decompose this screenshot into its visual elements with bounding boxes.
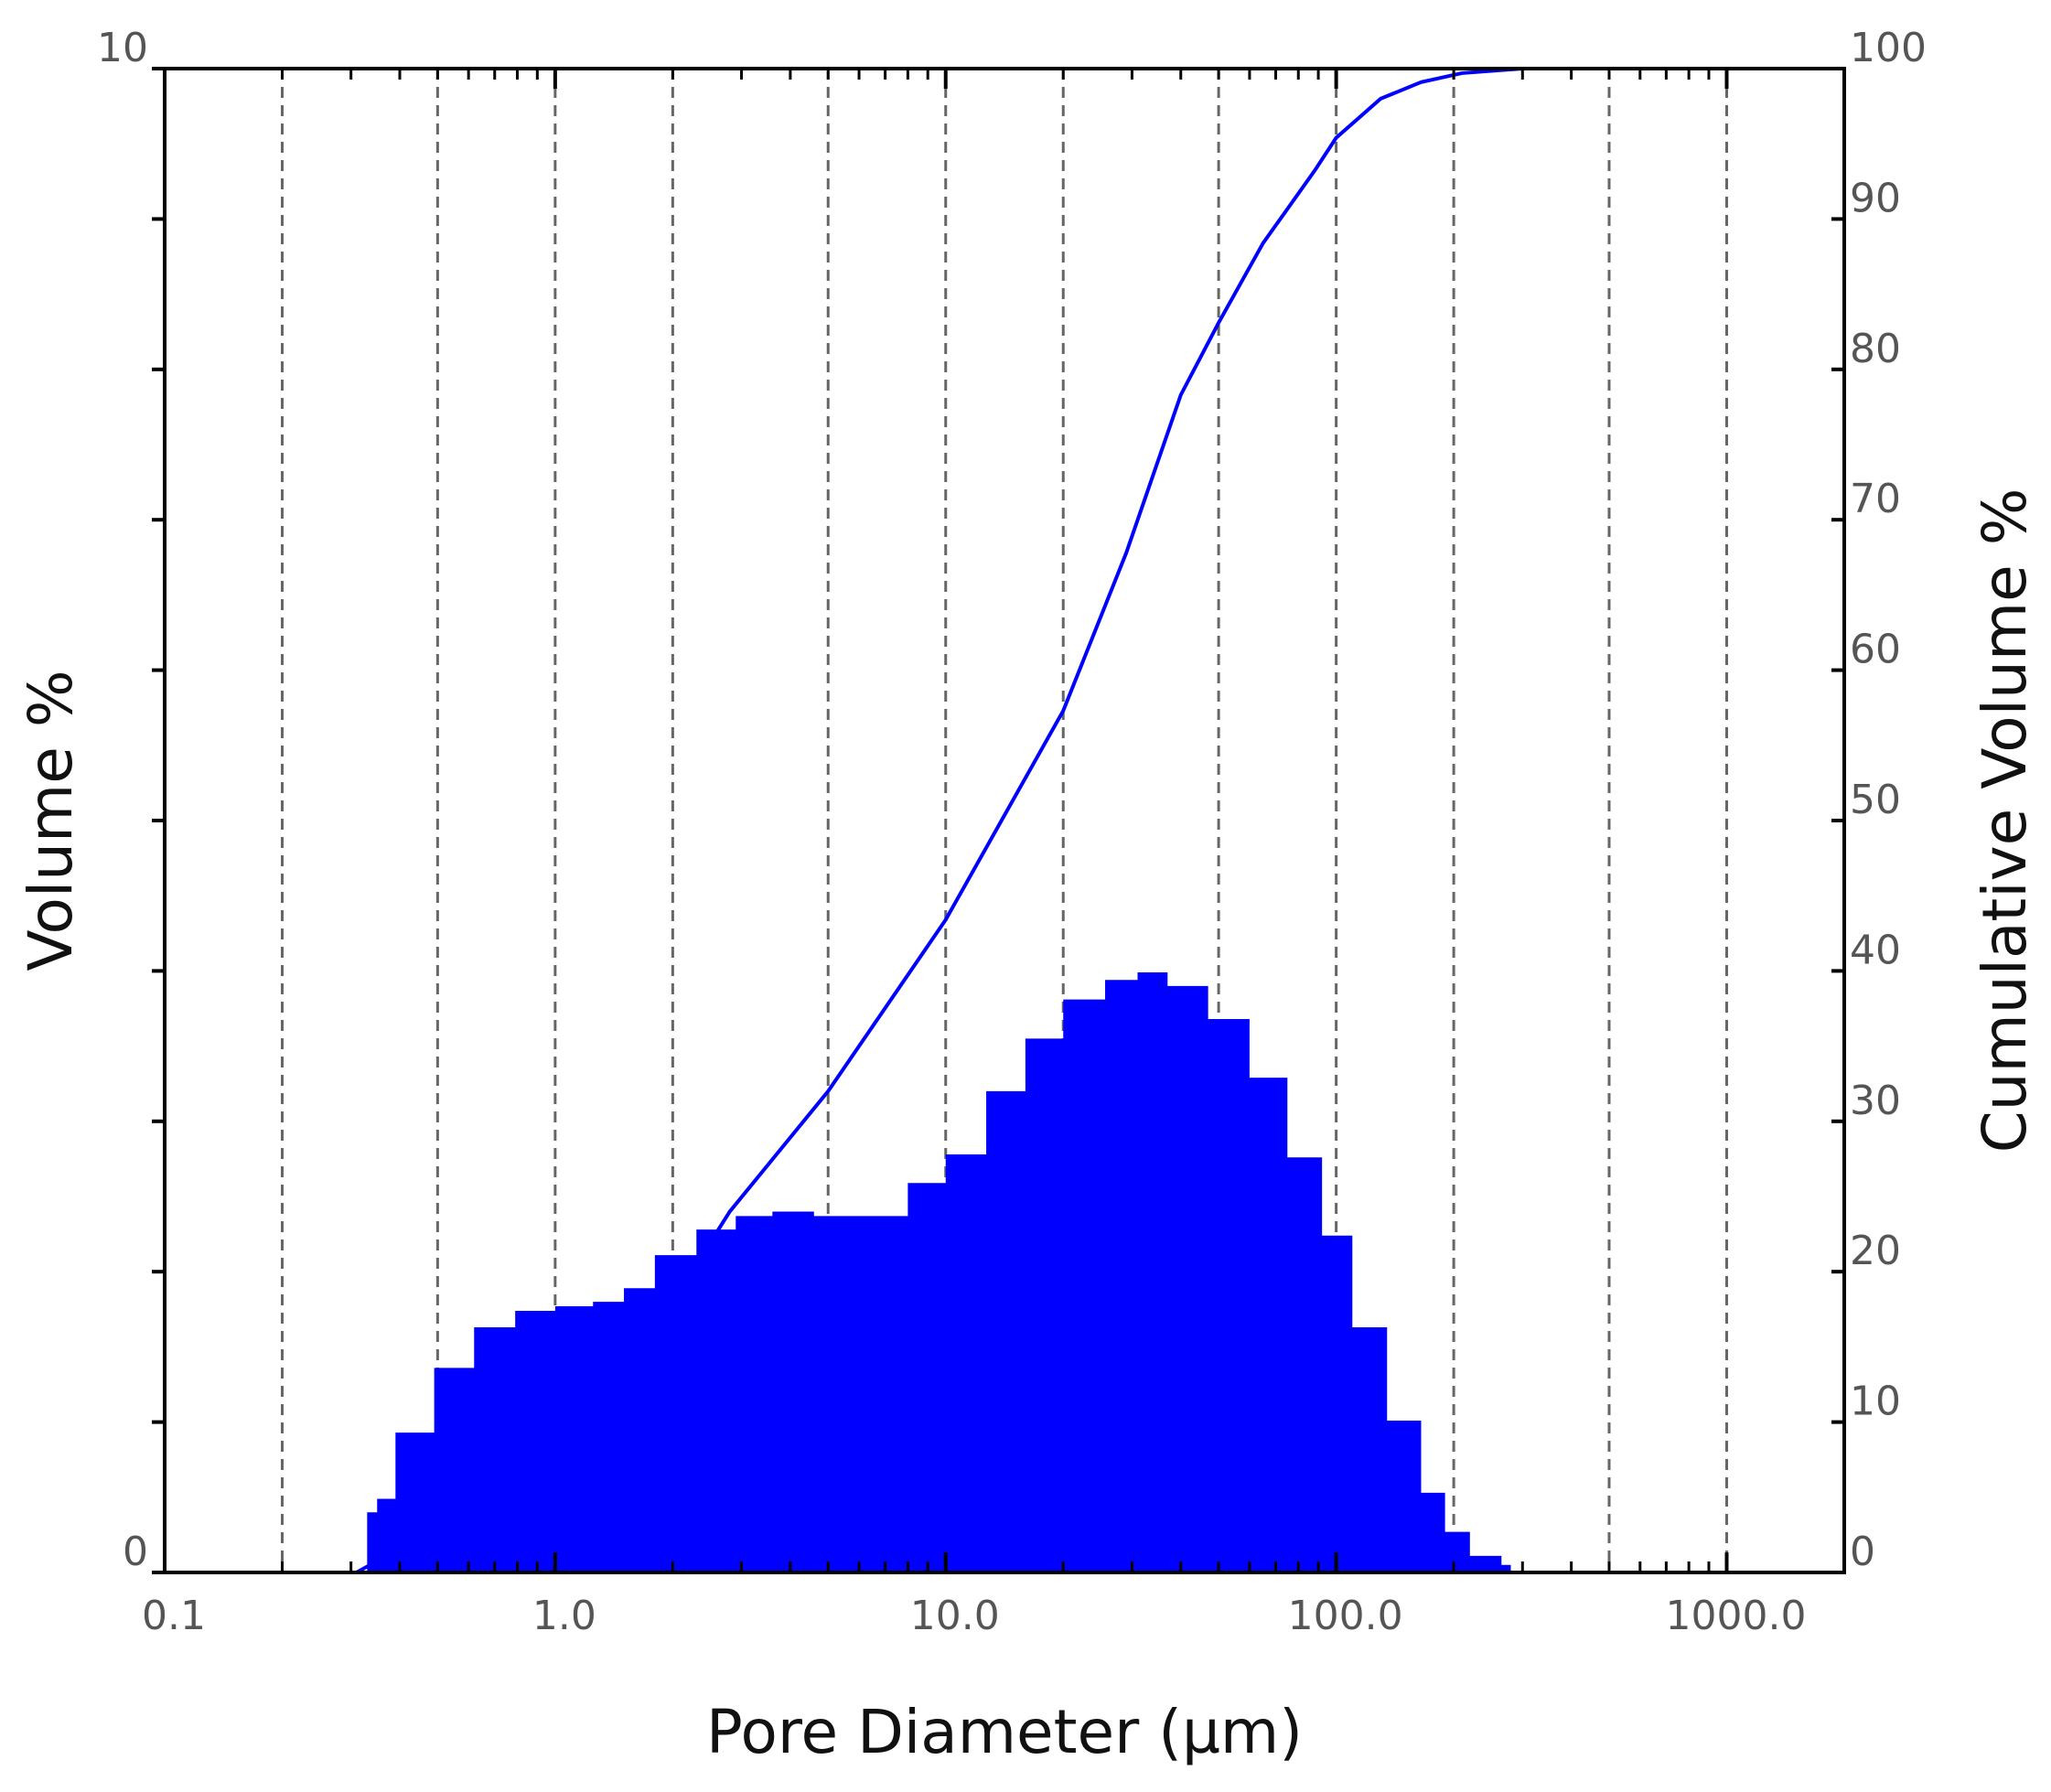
y2-tick-label: 60 (1850, 627, 1901, 673)
histogram-area (356, 972, 1511, 1572)
y2-tick-label: 100 (1850, 25, 1927, 71)
y2-tick-label: 30 (1850, 1078, 1901, 1124)
x-tick-label: 10.0 (910, 1593, 1000, 1639)
x-tick-label: 1000.0 (1666, 1593, 1807, 1639)
x-tick-label: 100.0 (1288, 1593, 1403, 1639)
y-tick-label: 10 (97, 25, 148, 71)
y2-tick-label: 0 (1850, 1529, 1875, 1575)
y2-axis-title: Cumulative Volume % (1970, 488, 2040, 1154)
y2-tick-label: 40 (1850, 927, 1901, 973)
y2-tick-label: 70 (1850, 476, 1901, 522)
y-tick-label: 0 (123, 1529, 148, 1575)
x-tick-label: 0.1 (142, 1593, 206, 1639)
x-axis-title: Pore Diameter (µm) (706, 1697, 1303, 1767)
x-tick-label: 1.0 (532, 1593, 596, 1639)
y2-tick-label: 10 (1850, 1379, 1901, 1425)
y2-tick-label: 20 (1850, 1228, 1901, 1274)
y-axis-title: Volume % (16, 670, 86, 971)
y2-tick-label: 50 (1850, 777, 1901, 823)
y2-tick-label: 80 (1850, 326, 1901, 372)
y2-tick-label: 90 (1850, 175, 1901, 221)
